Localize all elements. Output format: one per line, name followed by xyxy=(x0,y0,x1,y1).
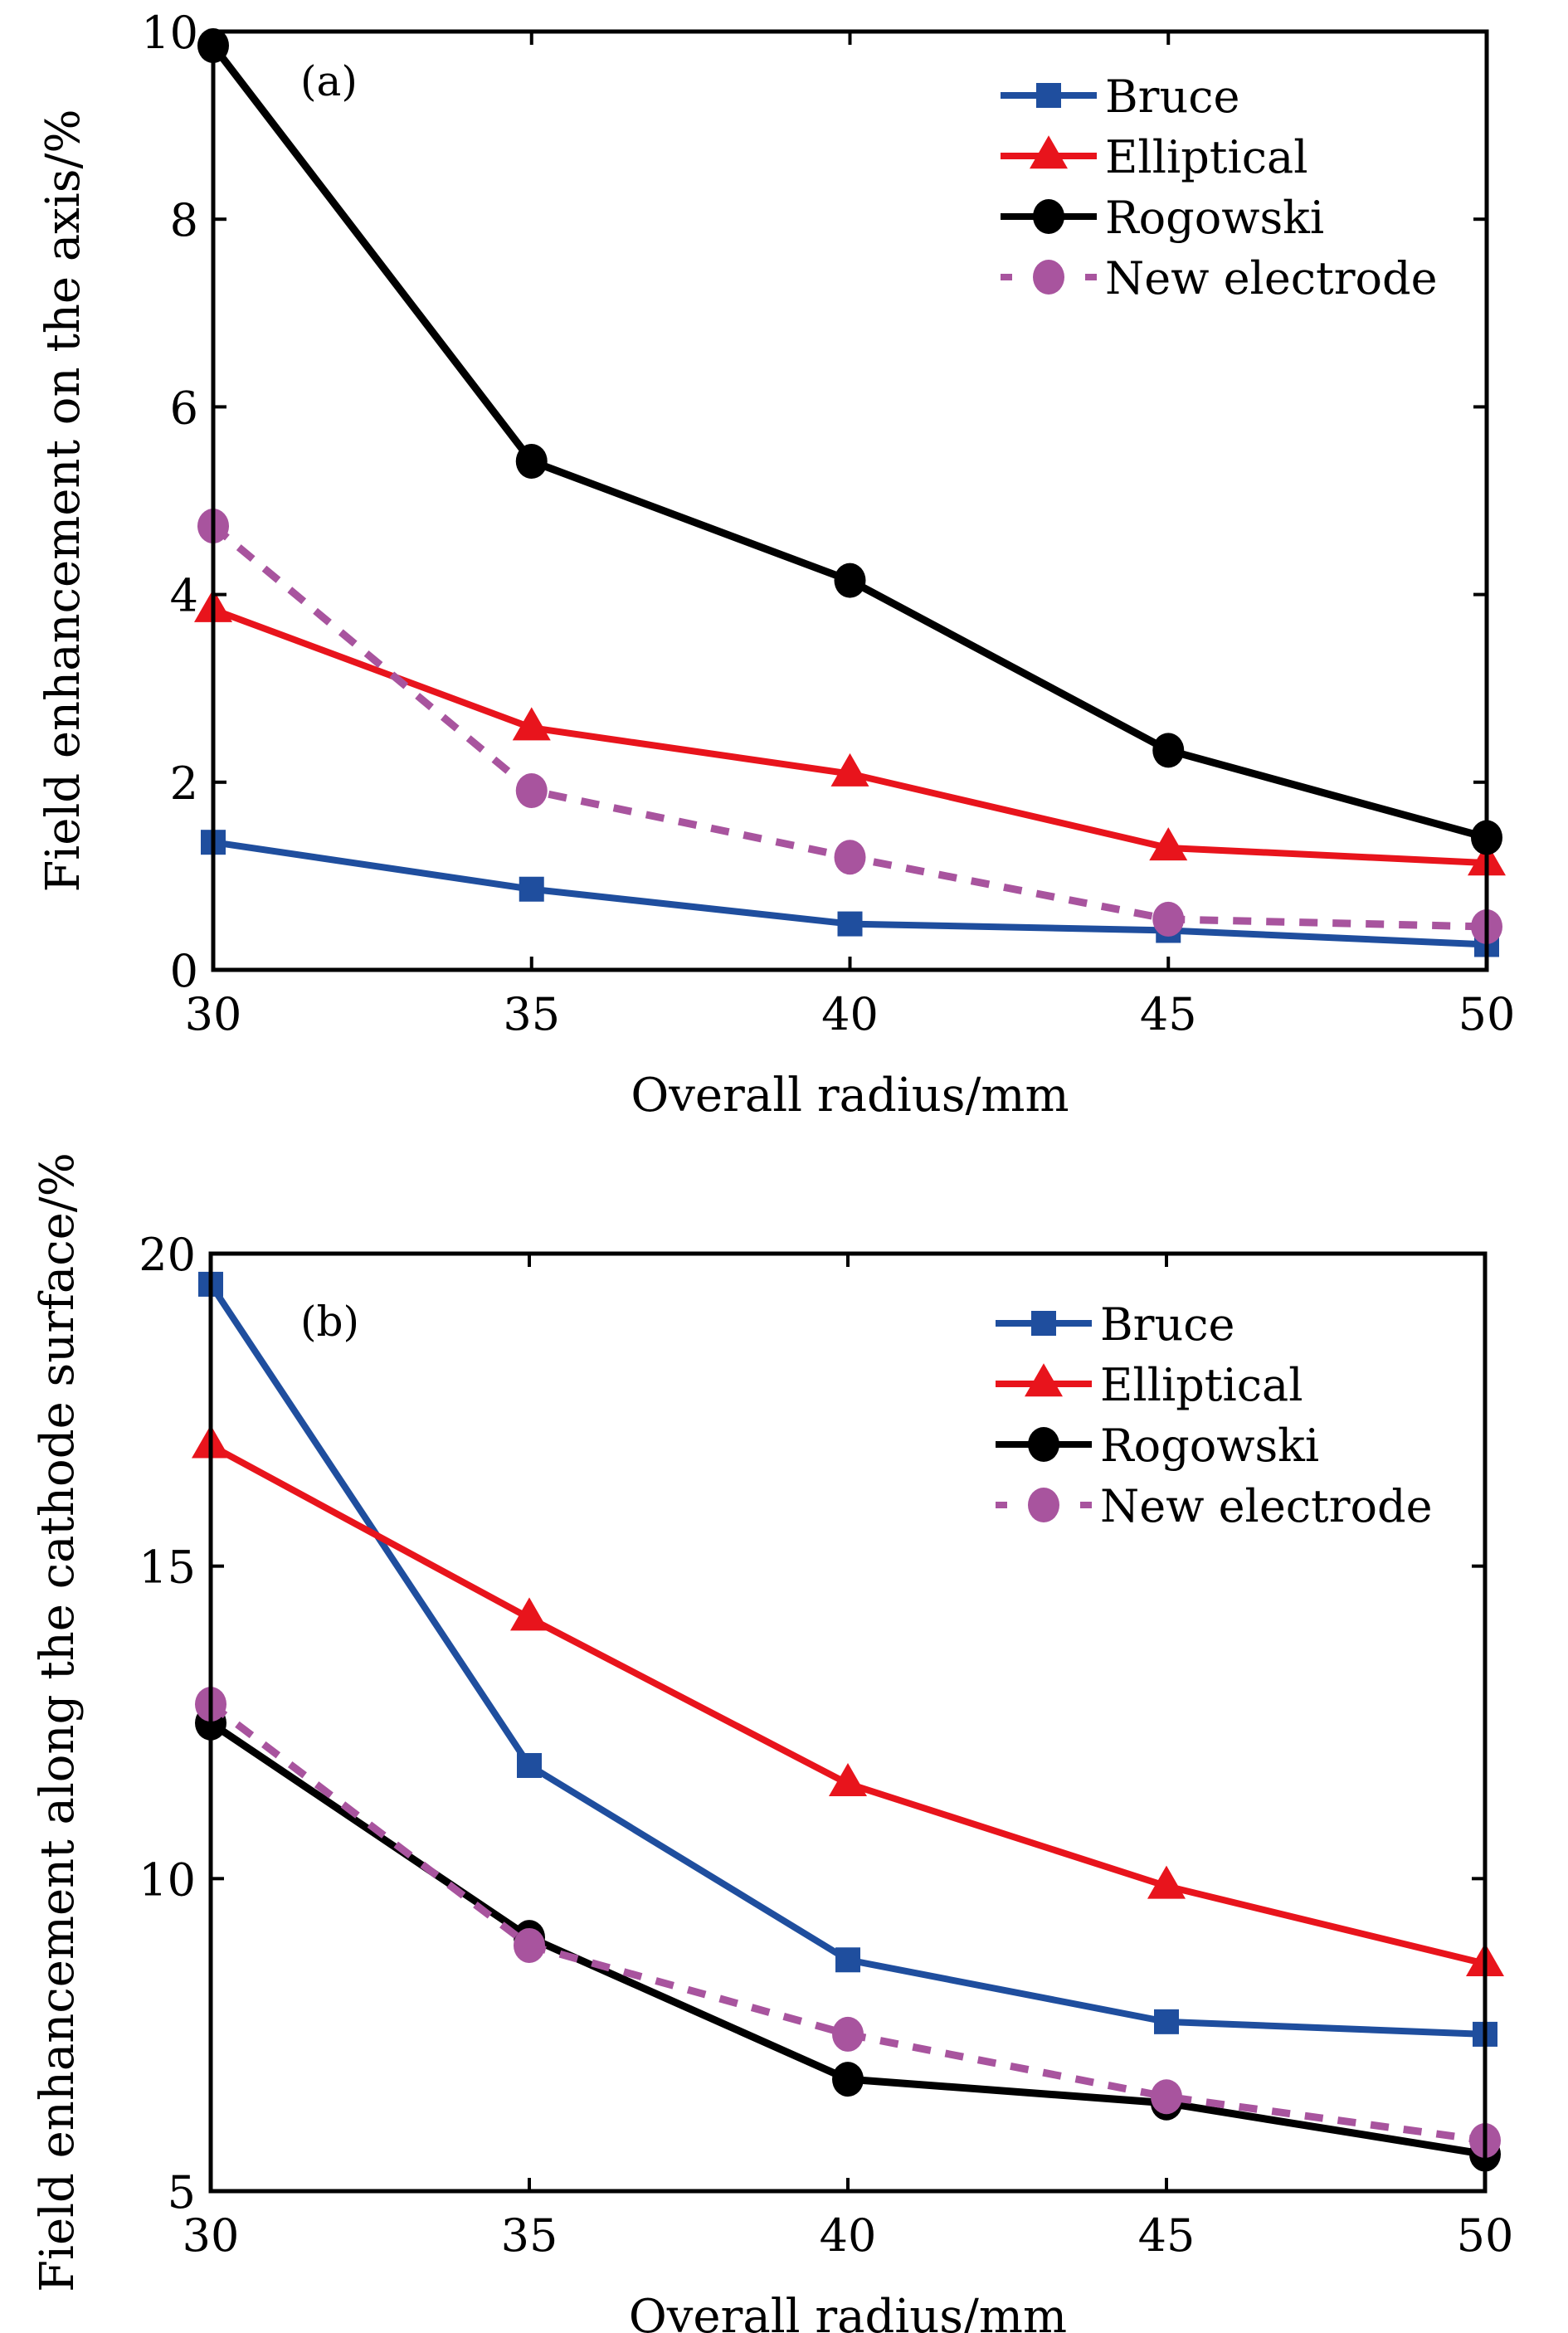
legend-item: New electrode xyxy=(1001,252,1438,304)
legend: Bruce Elliptical Rogowski New electrode xyxy=(1001,71,1438,304)
data-point-new-electrode-35 xyxy=(514,1927,545,1963)
legend-marker xyxy=(1030,135,1068,169)
x-tick-label: 30 xyxy=(185,988,242,1040)
data-point-rogowski-40 xyxy=(832,2062,864,2097)
y-tick-label: 2 xyxy=(170,757,198,810)
legend-item: Bruce xyxy=(1001,71,1239,123)
y-axis-label: Field enhancement on the axis/% xyxy=(37,109,90,892)
legend: Bruce Elliptical Rogowski New electrode xyxy=(996,1298,1433,1532)
legend-marker xyxy=(1025,1363,1063,1397)
y-tick-label: 0 xyxy=(170,945,198,997)
x-tick-label: 45 xyxy=(1138,2209,1195,2262)
legend-label: Rogowski xyxy=(1105,192,1324,244)
data-point-elliptical-40 xyxy=(830,753,869,787)
data-point-bruce-35 xyxy=(519,876,544,902)
y-tick-label: 8 xyxy=(170,194,198,246)
y-tick-label: 10 xyxy=(141,7,198,59)
data-point-new-electrode-35 xyxy=(515,772,548,808)
data-point-elliptical-45 xyxy=(1147,1865,1186,1899)
data-point-new-electrode-45 xyxy=(1152,901,1185,937)
data-point-rogowski-45 xyxy=(1152,733,1185,768)
y-tick-label: 6 xyxy=(170,382,198,434)
legend-marker xyxy=(1028,1488,1059,1522)
legend-item: New electrode xyxy=(996,1480,1433,1532)
legend-label: New electrode xyxy=(1100,1480,1433,1532)
panel-label: (b) xyxy=(300,1298,359,1346)
x-tick-label: 35 xyxy=(501,2209,558,2262)
data-point-elliptical-35 xyxy=(510,1597,548,1631)
legend-item: Elliptical xyxy=(996,1359,1303,1411)
panel-a: 30 35 40 45 50 0 2 4 6 8 10 Overall radius/mm Field … xyxy=(37,7,1515,1123)
data-point-elliptical-45 xyxy=(1149,827,1188,861)
data-point-rogowski-35 xyxy=(515,443,548,479)
data-point-bruce-45 xyxy=(1154,2009,1179,2034)
legend-label: New electrode xyxy=(1105,252,1438,304)
y-tick-label: 15 xyxy=(139,1542,196,1594)
x-axis-label: Overall radius/mm xyxy=(629,2290,1067,2333)
series-line-elliptical xyxy=(212,606,1488,867)
legend-item: Rogowski xyxy=(1001,192,1324,244)
x-axis-label: Overall radius/mm xyxy=(631,1069,1069,1123)
x-tick-label: 50 xyxy=(1457,2209,1514,2262)
data-point-bruce-40 xyxy=(835,1947,860,1973)
legend-item: Rogowski xyxy=(996,1420,1319,1472)
x-tick-label: 50 xyxy=(1458,988,1516,1040)
data-point-rogowski-40 xyxy=(834,563,866,598)
legend-label: Rogowski xyxy=(1100,1420,1319,1472)
legend-label: Elliptical xyxy=(1105,131,1307,183)
legend-marker xyxy=(1033,260,1064,295)
data-point-bruce-40 xyxy=(837,911,863,937)
legend-item: Bruce xyxy=(996,1298,1234,1351)
data-point-new-electrode-40 xyxy=(834,840,866,875)
data-point-elliptical-35 xyxy=(512,707,551,741)
panel-b: 30 35 40 45 50 5 10 15 20 Overall radius/mm Field … xyxy=(31,1152,1513,2333)
data-point-bruce-35 xyxy=(517,1752,542,1778)
legend-label: Bruce xyxy=(1100,1298,1234,1351)
y-tick-label: 5 xyxy=(168,2166,196,2219)
x-tick-label: 30 xyxy=(183,2209,240,2262)
y-tick-label: 20 xyxy=(139,1229,196,1281)
y-tick-label: 4 xyxy=(170,570,198,622)
legend-item: Elliptical xyxy=(1001,131,1307,183)
data-point-new-electrode-40 xyxy=(832,2016,864,2052)
legend-marker xyxy=(1033,199,1064,234)
legend-marker xyxy=(1036,83,1061,108)
data-point-elliptical-40 xyxy=(829,1763,867,1797)
data-point-new-electrode-45 xyxy=(1151,2079,1182,2115)
legend-label: Bruce xyxy=(1105,71,1239,123)
x-tick-label: 40 xyxy=(821,988,879,1040)
x-tick-label: 45 xyxy=(1140,988,1197,1040)
legend-marker xyxy=(1031,1311,1056,1336)
legend-label: Elliptical xyxy=(1100,1359,1303,1411)
x-tick-label: 40 xyxy=(820,2209,877,2262)
x-tick-label: 35 xyxy=(503,988,560,1040)
legend-marker xyxy=(1028,1427,1059,1462)
panel-label: (a) xyxy=(300,57,358,105)
y-axis-label: Field enhancement along the cathode surf… xyxy=(31,1152,85,2292)
y-tick-label: 10 xyxy=(139,1853,196,1906)
